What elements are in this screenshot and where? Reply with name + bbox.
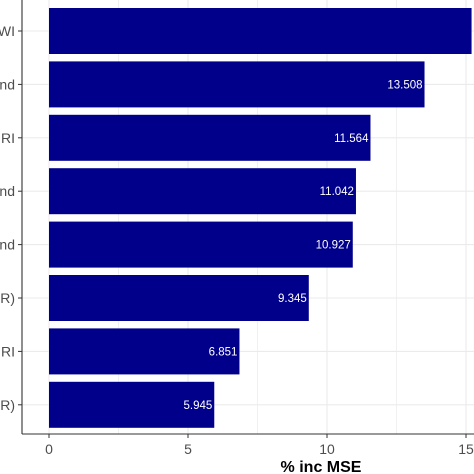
bar-value-label: 11.564	[334, 133, 369, 145]
bar	[49, 114, 371, 161]
bar-value-label: 9.345	[278, 293, 307, 305]
data-labels: 13.508 11.564 11.042 10.927 9.345 6.851 5.945	[183, 79, 422, 411]
bar	[49, 168, 356, 215]
x-tick-label: 5	[184, 441, 192, 457]
y-category-label: WI	[0, 23, 15, 39]
x-axis-title: % inc MSE	[281, 459, 362, 474]
y-category-label: nd	[0, 183, 15, 199]
y-category-label: nd	[0, 76, 15, 92]
y-axis-category-labels: WI nd RI nd nd R) RI R)	[0, 23, 15, 413]
y-category-label: RI	[1, 343, 15, 359]
bar-value-label: 6.851	[209, 346, 238, 358]
x-tick-label: 10	[319, 441, 335, 457]
bar	[49, 8, 472, 54]
bar-value-label: 10.927	[316, 240, 351, 252]
y-category-label: R)	[0, 397, 15, 413]
y-category-label: R)	[0, 290, 15, 306]
y-category-label: nd	[0, 237, 15, 253]
x-axis-tick-labels: 0 5 10 15	[45, 441, 474, 457]
x-tick-label: 15	[458, 441, 474, 457]
bars	[49, 8, 472, 428]
y-category-label: RI	[1, 130, 15, 146]
bar	[49, 61, 425, 108]
bar-value-label: 5.945	[183, 400, 212, 412]
bar	[49, 328, 240, 375]
bar-value-label: 13.508	[387, 79, 422, 91]
bar	[49, 221, 353, 268]
bar	[49, 275, 309, 321]
x-tick-label: 0	[45, 441, 53, 457]
axes	[18, 0, 474, 438]
bar	[49, 381, 215, 428]
bar-value-label: 11.042	[320, 186, 354, 198]
